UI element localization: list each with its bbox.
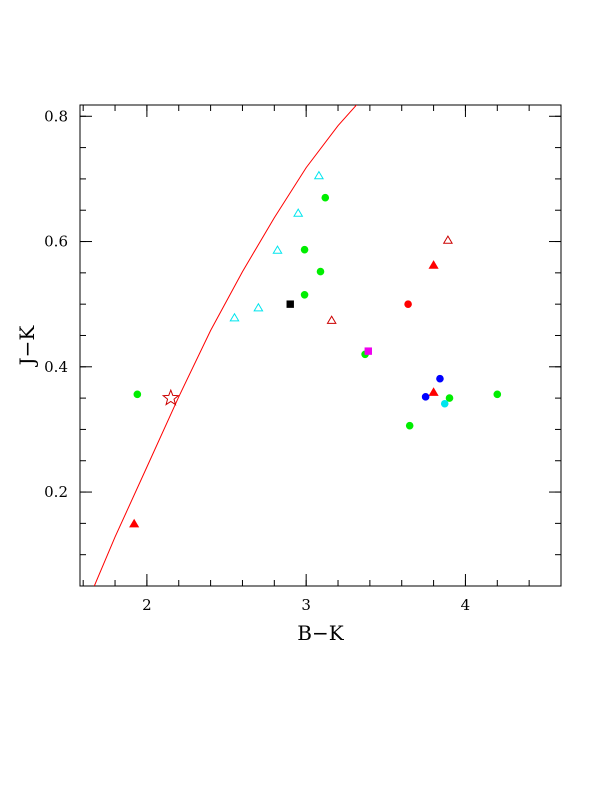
- y-tick-label: 0.6: [44, 233, 68, 251]
- circle-point: [445, 394, 454, 402]
- triangle-point: [129, 518, 140, 528]
- square-point: [364, 347, 372, 355]
- x-axis-label: B−K: [297, 621, 344, 645]
- circle-point: [493, 390, 502, 399]
- triangle-point: [272, 245, 283, 254]
- axis-ticks: [80, 105, 562, 587]
- star-point: [161, 388, 180, 406]
- circle-point: [300, 245, 309, 254]
- x-tick-label: 3: [301, 596, 311, 614]
- plot-frame: [79, 104, 562, 587]
- square-point: [286, 300, 294, 308]
- triangle-point: [229, 312, 240, 322]
- circle-point: [421, 393, 430, 401]
- circle-point: [316, 267, 325, 276]
- circle-point: [440, 399, 449, 408]
- y-tick-label: 0.8: [44, 107, 68, 125]
- x-tick-label: 4: [461, 596, 471, 614]
- triangle-point: [326, 315, 337, 324]
- circle-point: [436, 374, 444, 383]
- y-tick-label: 0.4: [44, 358, 68, 376]
- triangle-point: [428, 387, 439, 396]
- y-tick-label: 0.2: [44, 483, 68, 501]
- red-curve: [93, 105, 358, 586]
- data-points: [129, 170, 502, 528]
- triangle-point: [313, 170, 324, 180]
- triangle-point: [428, 260, 439, 269]
- circle-point: [300, 290, 309, 299]
- triangle-point: [253, 302, 264, 312]
- circle-point: [405, 421, 414, 430]
- triangle-point: [293, 208, 304, 217]
- y-axis-label: J−K: [15, 325, 39, 368]
- triangle-point: [442, 235, 453, 244]
- x-tick-label: 2: [142, 596, 152, 614]
- circle-point: [133, 390, 142, 399]
- tick-labels: 2 3 4 0.2 0.4 0.6 0.8: [44, 107, 470, 614]
- circle-point: [404, 300, 412, 308]
- circle-point: [321, 193, 330, 202]
